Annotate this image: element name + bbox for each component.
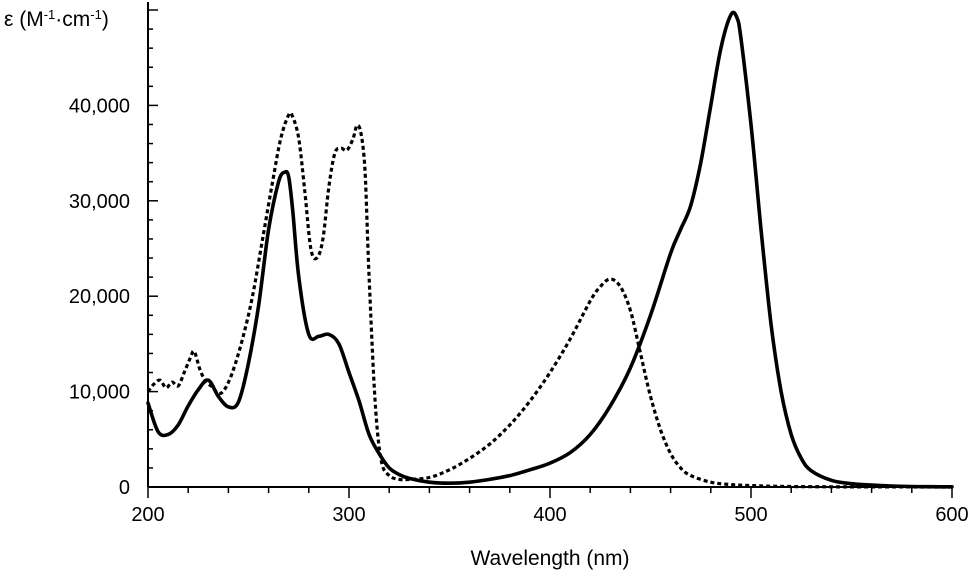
- y-axis-label: ε (M-1·cm-1): [4, 7, 109, 32]
- y-axis-label-superscript: -1: [44, 7, 56, 22]
- x-tick-label: 400: [533, 504, 566, 526]
- x-axis-label: Wavelength (nm): [470, 547, 629, 570]
- y-ticks: 0 10,000 20,000 30,000 40,000: [69, 9, 158, 499]
- series-layer: [146, 10, 954, 489]
- y-tick-label: 30,000: [69, 191, 130, 213]
- x-tick-label: 600: [935, 504, 968, 526]
- x-ticks: 200 300 400 500 600: [131, 487, 969, 526]
- solid-spectrum-line: [146, 10, 954, 489]
- y-tick-label: 0: [119, 477, 130, 499]
- x-tick-label: 300: [332, 504, 365, 526]
- y-tick-label: 20,000: [69, 286, 130, 308]
- axes: [147, 2, 952, 488]
- x-tick-label: 200: [131, 504, 164, 526]
- y-axis-label-superscript: -1: [90, 7, 102, 22]
- y-tick-label: 40,000: [69, 95, 130, 117]
- dotted-spectrum-line: [146, 111, 953, 489]
- y-axis-label-part: ·cm: [55, 8, 90, 31]
- y-tick-label: 10,000: [69, 382, 130, 404]
- x-tick-label: 500: [734, 504, 767, 526]
- y-axis-label-part: ε (M: [4, 8, 44, 31]
- y-axis-label-part: ): [102, 8, 109, 31]
